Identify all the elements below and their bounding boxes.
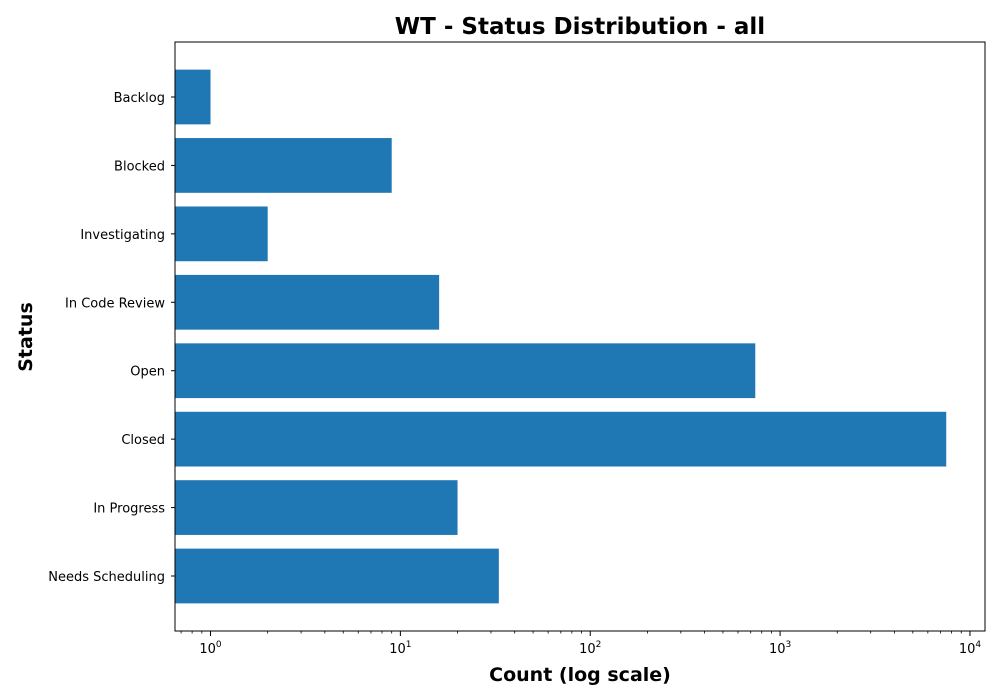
x-tick-label: 100 [199, 640, 222, 657]
bar-backlog [175, 69, 211, 125]
y-tick-label: Blocked [114, 159, 165, 174]
x-tick-label: 103 [769, 640, 791, 657]
y-tick-label: Closed [121, 433, 165, 448]
x-axis-label: Count (log scale) [489, 664, 671, 686]
bar-closed [175, 411, 947, 467]
x-axis: 100 101 102 103 104 [180, 631, 982, 657]
plot-frame [174, 41, 986, 632]
y-tick-label: In Progress [93, 502, 165, 517]
bar-needs-scheduling [175, 548, 499, 604]
y-tick-label: Needs Scheduling [48, 570, 165, 585]
bar-in-progress [175, 480, 458, 535]
y-axis: Backlog Blocked Investigating In Code Revie… [48, 91, 175, 585]
y-tick-label: Open [130, 365, 165, 380]
chart-title: WT - Status Distribution - all [395, 14, 765, 40]
bars-group [175, 69, 947, 604]
y-tick-label: In Code Review [65, 296, 165, 311]
y-tick-label: Backlog [114, 91, 165, 106]
y-axis-label: Status [15, 302, 37, 372]
y-tick-label: Investigating [80, 228, 165, 243]
bar-investigating [175, 206, 268, 262]
x-tick-label: 101 [389, 640, 411, 657]
x-tick-label: 104 [959, 640, 982, 657]
bar-in-code-review [175, 274, 440, 330]
bar-blocked [175, 138, 392, 193]
bar-open [175, 343, 756, 399]
x-tick-label: 102 [579, 640, 601, 657]
